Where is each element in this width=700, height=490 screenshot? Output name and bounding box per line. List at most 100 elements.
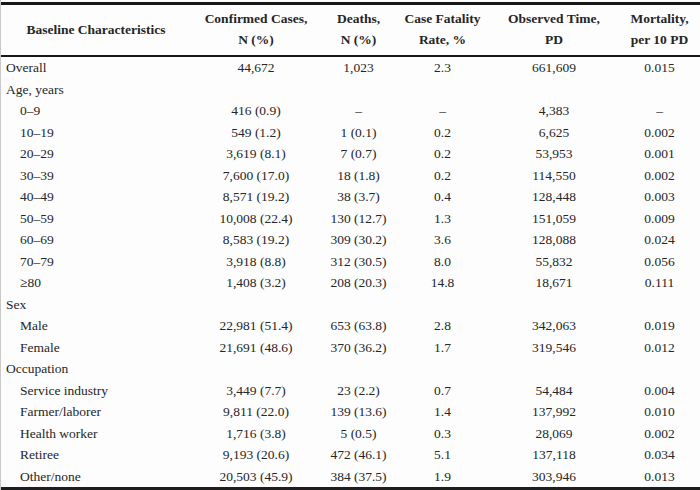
cell-value: 2.8 <box>396 315 489 337</box>
cell-value: 128,448 <box>489 186 619 208</box>
cell-value: 0.019 <box>619 315 700 337</box>
table-row: 10–19549 (1.2)1 (0.1)0.26,6250.002 <box>1 122 700 144</box>
cell-value <box>396 79 489 101</box>
cell-value: 130 (12.7) <box>321 208 396 230</box>
cell-value: 8,583 (19.2) <box>191 229 321 251</box>
section-row: Sex <box>1 294 700 316</box>
cell-value: 151,059 <box>489 208 619 230</box>
cell-value: 472 (46.1) <box>321 444 396 466</box>
row-label: Other/none <box>1 466 191 489</box>
cell-value: 55,832 <box>489 251 619 273</box>
cell-value: 1.4 <box>396 401 489 423</box>
cell-value: 653 (63.8) <box>321 315 396 337</box>
header-line: PD <box>490 30 618 51</box>
cell-value <box>321 358 396 380</box>
row-label: Sex <box>1 294 191 316</box>
cell-value: 416 (0.9) <box>191 100 321 122</box>
cell-value: 0.2 <box>396 165 489 187</box>
cell-value: 14.8 <box>396 272 489 294</box>
row-label: 10–19 <box>1 122 191 144</box>
cell-value: 0.003 <box>619 186 700 208</box>
cell-value: 0.2 <box>396 122 489 144</box>
cell-value <box>489 358 619 380</box>
cell-value: 114,550 <box>489 165 619 187</box>
cell-value <box>489 294 619 316</box>
cell-value: 1.7 <box>396 337 489 359</box>
baseline-characteristics-table: Baseline Characteristics Confirmed Cases… <box>1 2 700 490</box>
row-label: Service industry <box>1 380 191 402</box>
cell-value: 137,992 <box>489 401 619 423</box>
col-header-deaths: Deaths, N (%) <box>321 4 396 57</box>
row-label: Male <box>1 315 191 337</box>
cell-value: 549 (1.2) <box>191 122 321 144</box>
cell-value: 23 (2.2) <box>321 380 396 402</box>
table-row: Female21,691 (48.6)370 (36.2)1.7319,5460… <box>1 337 700 359</box>
header-line: Confirmed Cases, <box>192 9 320 30</box>
row-label: 40–49 <box>1 186 191 208</box>
cell-value: 38 (3.7) <box>321 186 396 208</box>
cell-value <box>321 294 396 316</box>
cell-value: 0.7 <box>396 380 489 402</box>
cell-value: 18,671 <box>489 272 619 294</box>
cell-value: 139 (13.6) <box>321 401 396 423</box>
cell-value: 4,383 <box>489 100 619 122</box>
header-line: Observed Time, <box>490 9 618 30</box>
cell-value <box>191 294 321 316</box>
cell-value: 319,546 <box>489 337 619 359</box>
cell-value: 18 (1.8) <box>321 165 396 187</box>
row-label: Health worker <box>1 423 191 445</box>
cell-value: 5.1 <box>396 444 489 466</box>
cell-value: 0.012 <box>619 337 700 359</box>
cell-value <box>321 79 396 101</box>
cell-value: 0.009 <box>619 208 700 230</box>
table-row: Farmer/laborer9,811 (22.0)139 (13.6)1.41… <box>1 401 700 423</box>
table-row: 20–293,619 (8.1)7 (0.7)0.253,9530.001 <box>1 143 700 165</box>
cell-value <box>191 358 321 380</box>
row-label: 50–59 <box>1 208 191 230</box>
cell-value: 8.0 <box>396 251 489 273</box>
cell-value: 137,118 <box>489 444 619 466</box>
row-label: 70–79 <box>1 251 191 273</box>
section-row: Occupation <box>1 358 700 380</box>
cell-value: 21,691 (48.6) <box>191 337 321 359</box>
cell-value <box>396 358 489 380</box>
cell-value: 7,600 (17.0) <box>191 165 321 187</box>
cell-value: 9,811 (22.0) <box>191 401 321 423</box>
row-label: Occupation <box>1 358 191 380</box>
paper-table-page: Baseline Characteristics Confirmed Cases… <box>0 0 700 490</box>
cell-value <box>619 79 700 101</box>
cell-value <box>489 79 619 101</box>
cell-value: 1.3 <box>396 208 489 230</box>
row-label: 0–9 <box>1 100 191 122</box>
header-line: Case Fatality <box>397 9 488 30</box>
cell-value: 1,716 (3.8) <box>191 423 321 445</box>
row-label: Female <box>1 337 191 359</box>
table-row: 40–498,571 (19.2)38 (3.7)0.4128,4480.003 <box>1 186 700 208</box>
cell-value: 0.010 <box>619 401 700 423</box>
cell-value: 28,069 <box>489 423 619 445</box>
cell-value: 0.034 <box>619 444 700 466</box>
cell-value: 0.024 <box>619 229 700 251</box>
cell-value: 1.9 <box>396 466 489 489</box>
cell-value: 384 (37.5) <box>321 466 396 489</box>
cell-value: 128,088 <box>489 229 619 251</box>
table-row: 50–5910,008 (22.4)130 (12.7)1.3151,0590.… <box>1 208 700 230</box>
cell-value: – <box>619 100 700 122</box>
row-label: Farmer/laborer <box>1 401 191 423</box>
table-row: Service industry3,449 (7.7)23 (2.2)0.754… <box>1 380 700 402</box>
row-label: Retiree <box>1 444 191 466</box>
table-row: 30–397,600 (17.0)18 (1.8)0.2114,5500.002 <box>1 165 700 187</box>
cell-value: 0.056 <box>619 251 700 273</box>
cell-value: 0.001 <box>619 143 700 165</box>
row-label: Age, years <box>1 79 191 101</box>
col-header-case-fatality-rate: Case Fatality Rate, % <box>396 4 489 57</box>
cell-value: 3.6 <box>396 229 489 251</box>
cell-value: 0.002 <box>619 165 700 187</box>
table-body: Overall44,6721,0232.3661,6090.015Age, ye… <box>1 56 700 489</box>
cell-value: 208 (20.3) <box>321 272 396 294</box>
table-row: ≥801,408 (3.2)208 (20.3)14.818,6710.111 <box>1 272 700 294</box>
cell-value: 0.4 <box>396 186 489 208</box>
row-label: Overall <box>1 56 191 79</box>
cell-value: 303,946 <box>489 466 619 489</box>
col-header-mortality: Mortality, per 10 PD <box>619 4 700 57</box>
